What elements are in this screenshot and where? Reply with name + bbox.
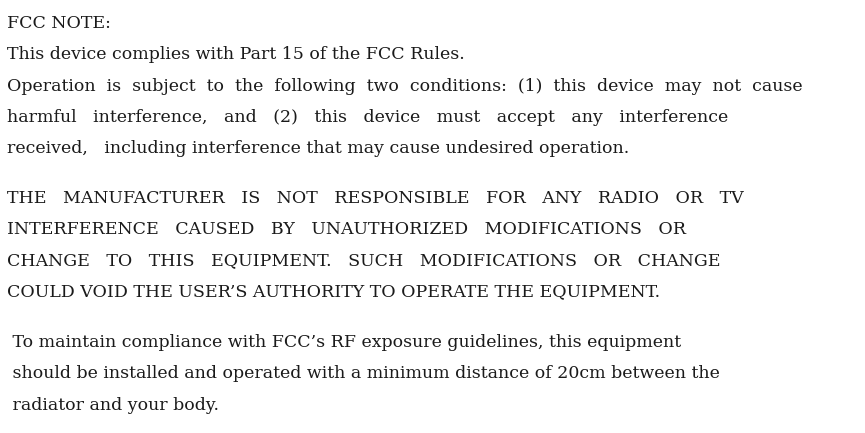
Text: FCC NOTE:: FCC NOTE: — [7, 15, 111, 32]
Text: CHANGE   TO   THIS   EQUIPMENT.   SUCH   MODIFICATIONS   OR   CHANGE: CHANGE TO THIS EQUIPMENT. SUCH MODIFICAT… — [7, 252, 721, 269]
Text: THE   MANUFACTURER   IS   NOT   RESPONSIBLE   FOR   ANY   RADIO   OR   TV: THE MANUFACTURER IS NOT RESPONSIBLE FOR … — [7, 190, 744, 207]
Text: radiator and your body.: radiator and your body. — [7, 397, 219, 414]
Text: This device complies with Part 15 of the FCC Rules.: This device complies with Part 15 of the… — [7, 46, 465, 63]
Text: To maintain compliance with FCC’s RF exposure guidelines, this equipment: To maintain compliance with FCC’s RF exp… — [7, 334, 681, 351]
Text: INTERFERENCE   CAUSED   BY   UNAUTHORIZED   MODIFICATIONS   OR: INTERFERENCE CAUSED BY UNAUTHORIZED MODI… — [7, 221, 686, 238]
Text: COULD VOID THE USER’S AUTHORITY TO OPERATE THE EQUIPMENT.: COULD VOID THE USER’S AUTHORITY TO OPERA… — [7, 283, 660, 300]
Text: Operation  is  subject  to  the  following  two  conditions:  (1)  this  device : Operation is subject to the following tw… — [7, 78, 803, 94]
Text: harmful   interference,   and   (2)   this   device   must   accept   any   inte: harmful interference, and (2) this devic… — [7, 109, 728, 126]
Text: should be installed and operated with a minimum distance of 20cm between the: should be installed and operated with a … — [7, 365, 720, 382]
Text: received,   including interference that may cause undesired operation.: received, including interference that ma… — [7, 140, 629, 157]
